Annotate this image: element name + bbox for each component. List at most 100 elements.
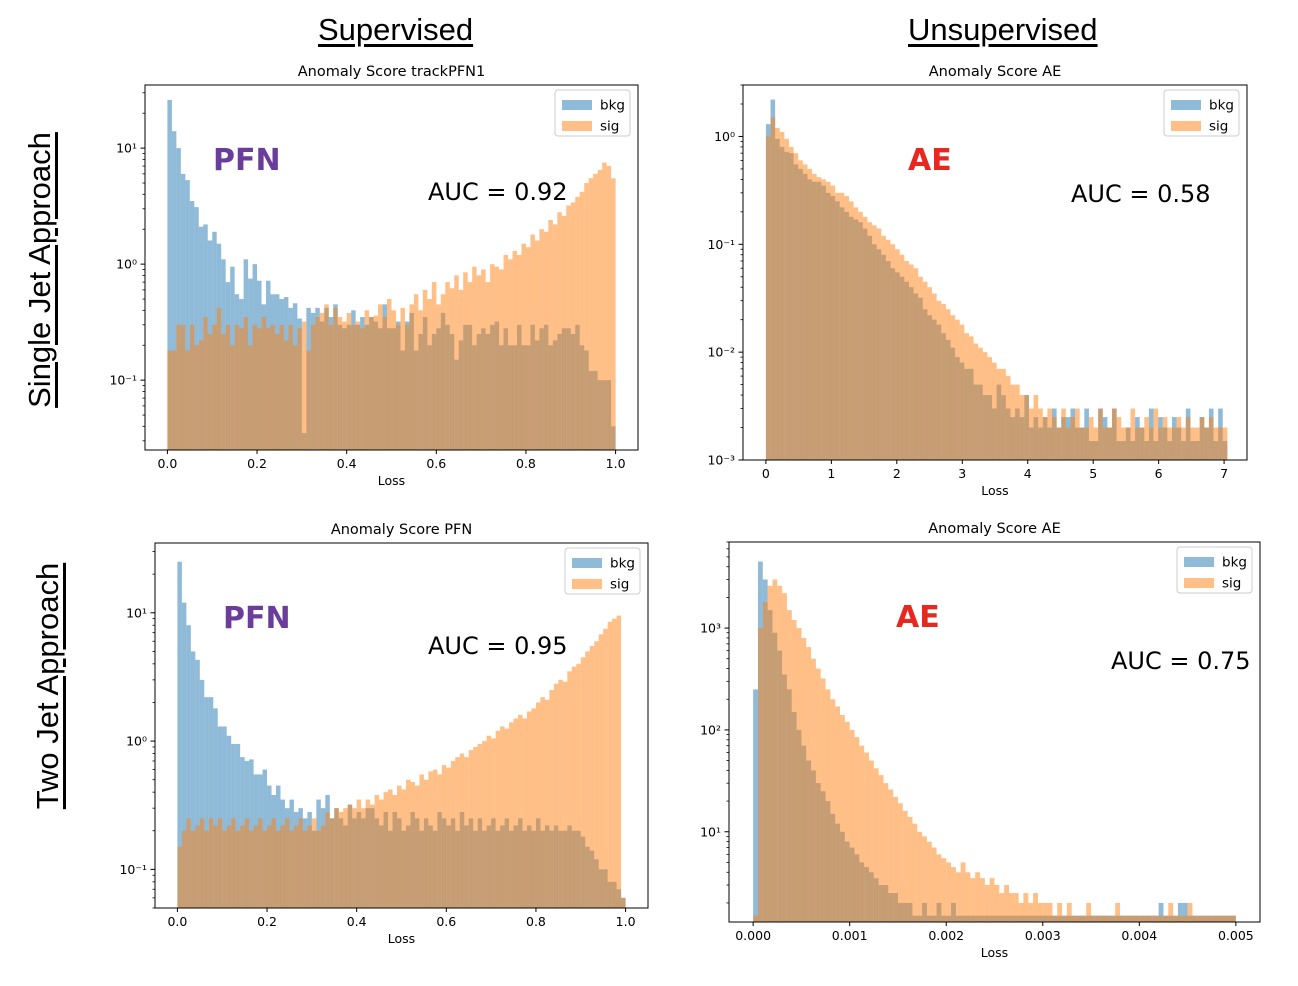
bar-sig xyxy=(1222,427,1228,460)
supervised-heading: Supervised xyxy=(318,12,474,47)
bar-sig xyxy=(405,779,411,908)
bar-sig xyxy=(876,228,882,460)
bar-sig xyxy=(319,312,325,450)
legend-label-bkg: bkg xyxy=(1222,555,1247,571)
bar-bkg xyxy=(204,697,209,908)
bar-sig xyxy=(853,207,859,460)
series-sig xyxy=(177,615,626,908)
bar-sig xyxy=(1168,902,1174,922)
bar-sig xyxy=(239,328,244,450)
bar-sig xyxy=(343,808,348,908)
legend: bkg sig xyxy=(1176,546,1253,594)
bar-sig xyxy=(432,769,438,908)
bar-sig xyxy=(1190,427,1196,460)
bar-sig xyxy=(548,220,553,450)
bar-sig xyxy=(360,328,365,450)
bar-sig xyxy=(364,310,370,450)
bar-sig xyxy=(603,628,608,908)
legend-label-bkg: bkg xyxy=(1209,98,1234,114)
bar-sig xyxy=(413,294,419,450)
bar-sig xyxy=(1037,902,1043,922)
bar-sig xyxy=(490,264,495,450)
bar-sig xyxy=(1187,902,1193,922)
bar-sig xyxy=(1100,915,1106,922)
bar-sig xyxy=(753,915,758,922)
bar-sig xyxy=(485,282,491,450)
bar-sig xyxy=(436,304,441,450)
bar-sig xyxy=(258,818,263,908)
bar-sig xyxy=(801,637,807,922)
bar-sig xyxy=(1079,427,1085,460)
bar-sig xyxy=(926,841,932,922)
bar-bkg xyxy=(185,180,190,450)
bar-sig xyxy=(365,799,371,908)
bar-sig xyxy=(978,347,983,460)
bar-sig xyxy=(552,224,558,450)
bar-sig xyxy=(1226,915,1232,922)
bar-sig xyxy=(1202,915,1207,922)
bar-sig xyxy=(1105,915,1111,922)
bar-sig xyxy=(171,350,177,450)
bar-sig xyxy=(1197,915,1203,922)
bar-sig xyxy=(1084,427,1089,460)
bar-sig xyxy=(858,211,863,460)
bar-sig xyxy=(1185,417,1191,460)
bar-sig xyxy=(544,699,550,908)
bar-sig xyxy=(1134,915,1140,922)
bar-sig xyxy=(494,266,500,450)
bar-sig xyxy=(807,168,813,460)
bar-sig xyxy=(1091,915,1096,922)
bar-sig xyxy=(1124,915,1130,922)
bar-sig xyxy=(812,173,817,460)
bar-sig xyxy=(374,794,380,908)
bar-sig xyxy=(1221,915,1227,922)
bar-sig xyxy=(346,312,352,450)
bar-sig xyxy=(1047,408,1053,460)
bar-sig xyxy=(221,333,226,450)
bar-sig xyxy=(908,264,914,460)
y-tick-label: 10⁻¹ xyxy=(119,862,147,877)
bar-sig xyxy=(355,321,361,450)
bar-sig xyxy=(611,178,616,450)
bar-sig xyxy=(337,317,343,450)
bar-sig xyxy=(927,287,933,460)
bar-bkg xyxy=(167,99,172,451)
bar-sig xyxy=(612,618,617,908)
bar-sig xyxy=(992,362,997,460)
series-sig xyxy=(753,579,1236,922)
bar-sig xyxy=(965,872,971,922)
bar-sig xyxy=(955,872,961,922)
bar-bkg xyxy=(213,708,218,908)
bar-sig xyxy=(775,127,780,461)
bar-sig xyxy=(767,585,773,922)
bar-sig xyxy=(1028,408,1034,460)
bar-sig xyxy=(325,812,330,908)
bar-sig xyxy=(518,714,523,908)
bar-sig xyxy=(941,303,946,460)
bar-sig xyxy=(333,307,338,450)
bar-sig xyxy=(1121,427,1126,460)
bar-sig xyxy=(571,666,577,908)
bar-sig xyxy=(820,678,826,922)
bar-sig xyxy=(473,746,478,908)
bar-sig xyxy=(1112,408,1117,460)
bar-sig xyxy=(244,818,250,908)
bar-bkg xyxy=(1182,902,1188,922)
bar-sig xyxy=(472,266,477,450)
bar-sig xyxy=(854,737,860,922)
bar-sig xyxy=(226,825,232,908)
bar-sig xyxy=(324,304,329,450)
bar-sig xyxy=(917,831,923,922)
bar-sig xyxy=(481,269,486,450)
bar-sig xyxy=(231,818,236,908)
bar-sig xyxy=(422,289,428,450)
bar-sig xyxy=(1195,427,1200,460)
chart-title: Anomaly Score PFN xyxy=(331,522,472,538)
bar-sig xyxy=(194,345,199,450)
bar-sig xyxy=(1102,427,1108,460)
bar-sig xyxy=(859,745,865,922)
x-tick-label: 0.4 xyxy=(347,914,367,929)
bar-sig xyxy=(543,231,549,450)
bar-bkg xyxy=(199,679,205,908)
